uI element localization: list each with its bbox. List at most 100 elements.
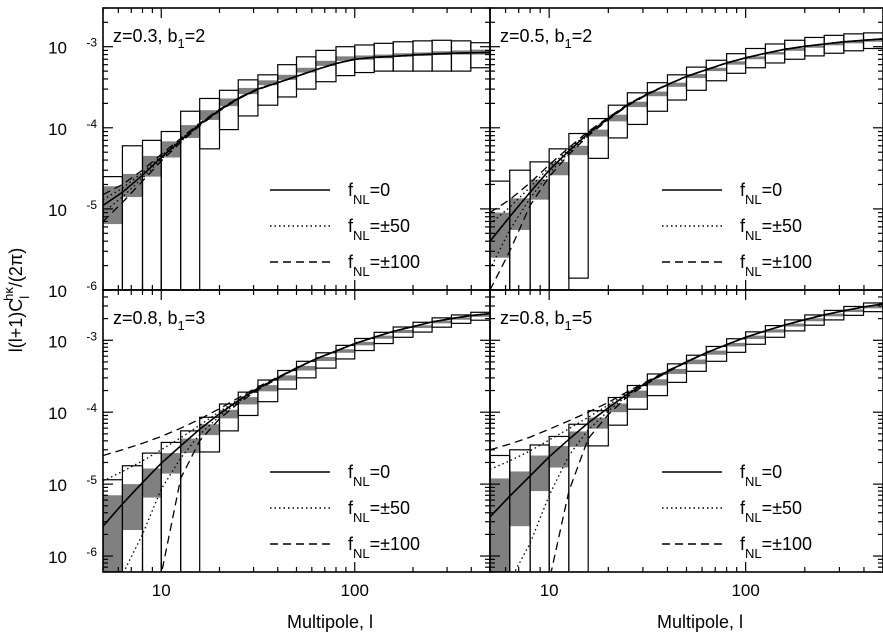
error-box-10 — [295, 360, 317, 379]
x-tick-label: 10 — [152, 581, 171, 600]
panel-bottom-left: 10 -6 10 -5 10 -4 10 -3 10 100 z=0.8, b1=3 fNL=0 fNL… — [48, 289, 491, 600]
cosmic-variance-band-15 — [393, 329, 413, 334]
error-box-4 — [568, 423, 589, 572]
cosmic-variance-band-8 — [647, 379, 668, 386]
cosmic-variance-band-9 — [667, 82, 687, 87]
cosmic-variance-band-12 — [335, 349, 355, 353]
cosmic-variance-band-12 — [726, 342, 746, 347]
series-line-4 — [490, 38, 883, 290]
x-tick-label: 10 — [540, 581, 559, 600]
legend-label: fNL=±100 — [348, 252, 420, 279]
y-tick-exponent: -3 — [86, 36, 97, 50]
plot-area — [490, 32, 883, 290]
cosmic-variance-band-17 — [432, 320, 452, 324]
error-box-7 — [626, 92, 648, 126]
error-box-4 — [180, 430, 201, 572]
y-tick-base: 10 — [48, 282, 67, 301]
error-box-9 — [277, 369, 298, 390]
error-box-11 — [315, 352, 337, 369]
y-tick-exponent: -3 — [86, 329, 97, 343]
legend-label: fNL=0 — [348, 462, 390, 489]
error-box-11 — [705, 345, 728, 362]
cosmic-variance-band-5 — [588, 129, 609, 137]
series-line-2 — [123, 312, 490, 572]
cosmic-variance-band-11 — [706, 67, 727, 72]
cosmic-variance-band-6 — [608, 403, 628, 413]
cosmic-variance-band-2 — [142, 468, 162, 498]
panel-top-right: z=0.5, b1=2 fNL=0 fNL=±50 fNL=±100 — [489, 7, 883, 291]
cosmic-variance-band-4 — [568, 145, 589, 156]
error-box-4 — [180, 110, 201, 290]
cosmic-variance-band-1 — [509, 471, 531, 527]
series-line-4 — [103, 51, 490, 222]
cosmic-variance-band-18 — [451, 317, 471, 320]
cosmic-variance-band-5 — [588, 417, 609, 429]
cosmic-variance-band-9 — [667, 368, 687, 374]
plot-area — [103, 311, 490, 572]
legend-label: fNL=±100 — [740, 534, 812, 561]
x-axis-label-right: Multipole, l — [657, 612, 743, 632]
legend-label: fNL=±50 — [740, 498, 802, 525]
error-box-18 — [450, 40, 472, 72]
series-line-2 — [490, 38, 883, 270]
y-tick-base: 10 — [48, 548, 67, 567]
y-tick-label: 10 — [48, 282, 67, 301]
panel-top-left: 10 -6 10 -5 10 -4 10 -3 z=0.3, b1=2 fNL=0 fNL=±50 f… — [48, 7, 491, 301]
cosmic-variance-band-11 — [706, 350, 727, 355]
legend-label: fNL=±50 — [740, 216, 802, 243]
error-box-16 — [412, 40, 433, 72]
y-tick-label: 10 — [48, 120, 67, 139]
cosmic-variance-band-10 — [686, 74, 707, 79]
cosmic-variance-band-0 — [490, 478, 510, 572]
y-tick-base: 10 — [48, 404, 67, 423]
error-box-17 — [431, 39, 453, 72]
error-box-9 — [277, 64, 298, 98]
error-box-8 — [646, 373, 669, 397]
x-tick-label: 100 — [731, 581, 759, 600]
series-line-3 — [103, 51, 490, 196]
x-axis-label-left: Multipole, l — [287, 612, 373, 632]
cosmic-variance-band-10 — [686, 359, 707, 365]
cosmic-variance-band-17 — [824, 43, 844, 46]
panel-title: z=0.8, b1=5 — [500, 308, 592, 333]
error-box-5 — [587, 410, 609, 447]
cosmic-variance-band-15 — [784, 323, 805, 327]
y-tick-exponent: -6 — [86, 545, 97, 559]
cosmic-variance-band-6 — [608, 114, 628, 122]
y-tick-label: 10 — [48, 548, 67, 567]
cosmic-variance-band-18 — [843, 40, 864, 44]
error-box-1 — [509, 169, 531, 290]
cosmic-variance-band-8 — [257, 80, 278, 86]
y-tick-exponent: -4 — [86, 117, 97, 131]
cosmic-variance-band-11 — [315, 60, 336, 66]
series-line-4 — [550, 303, 883, 572]
error-box-5 — [199, 97, 221, 150]
error-box-19 — [470, 42, 490, 69]
error-box-6 — [607, 104, 628, 139]
cosmic-variance-band-2 — [530, 455, 550, 492]
y-tick-base: 10 — [48, 332, 67, 351]
cosmic-variance-band-6 — [219, 409, 239, 419]
cosmic-variance-band-7 — [238, 397, 258, 405]
legend-label: fNL=±50 — [348, 216, 410, 243]
cosmic-variance-band-16 — [804, 318, 825, 322]
y-tick-label: 10 — [48, 332, 67, 351]
panel-title: z=0.3, b1=2 — [113, 26, 205, 51]
cosmic-variance-band-18 — [843, 309, 864, 313]
cosmic-variance-band-11 — [315, 357, 336, 362]
legend-label: fNL=0 — [740, 462, 782, 489]
y-axis-label: l(l+1)Clhκ/(2π) — [1, 248, 32, 353]
y-tick-label: 10 — [48, 201, 67, 220]
cosmic-variance-band-19 — [863, 305, 883, 309]
cosmic-variance-band-14 — [374, 335, 394, 339]
error-box-10 — [685, 354, 707, 372]
error-box-9 — [666, 74, 688, 101]
legend-label: fNL=±100 — [740, 252, 812, 279]
cosmic-variance-band-13 — [745, 335, 766, 340]
error-box-1 — [121, 145, 144, 290]
cosmic-variance-band-12 — [335, 56, 355, 61]
y-tick-label: 10 — [48, 404, 67, 423]
cosmic-variance-band-19 — [470, 314, 490, 317]
cosmic-variance-band-3 — [549, 445, 569, 468]
plot-area — [103, 39, 490, 290]
